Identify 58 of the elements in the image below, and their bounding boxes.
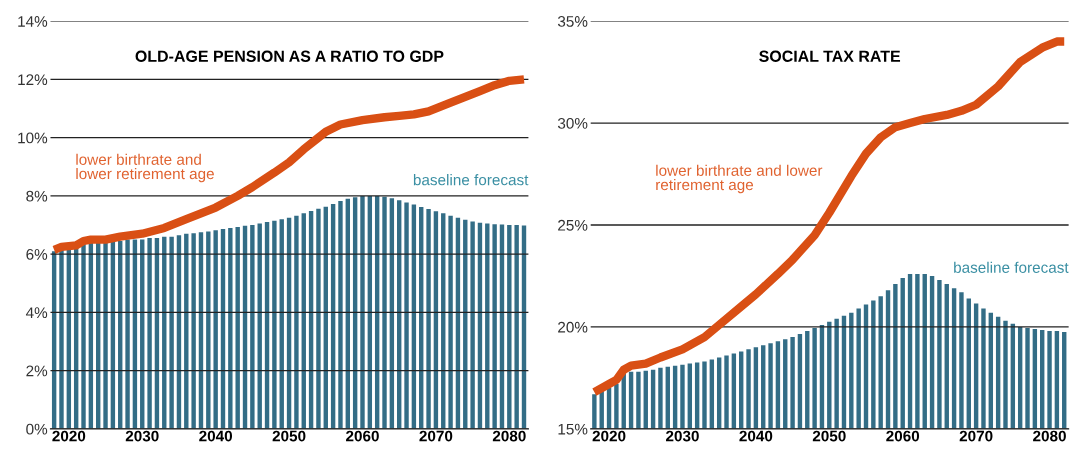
y-tick-label: 6% xyxy=(26,248,48,260)
x-tick-label: 2050 xyxy=(272,430,306,442)
bar xyxy=(338,201,343,429)
series-label: lower birthrate and lower retirement age xyxy=(76,153,214,183)
x-tick-label: 2030 xyxy=(125,430,159,442)
x-tick-label: 2070 xyxy=(419,430,453,442)
bar xyxy=(228,227,233,429)
y-tick-label: 15% xyxy=(558,423,588,435)
y-tick-label: 10% xyxy=(18,132,48,144)
bar xyxy=(470,221,475,429)
bar xyxy=(360,195,365,429)
bar xyxy=(59,249,64,429)
bar xyxy=(272,220,277,429)
bar xyxy=(213,230,218,429)
y-tick-label: 14% xyxy=(18,16,48,27)
bar xyxy=(492,224,497,429)
x-tick-label: 2070 xyxy=(959,430,993,442)
bar xyxy=(191,233,196,429)
y-tick-label: 30% xyxy=(557,117,588,129)
bar xyxy=(404,202,409,429)
x-tick-label: 2020 xyxy=(592,430,626,442)
x-tick-label: 2060 xyxy=(346,430,379,442)
bar xyxy=(448,215,453,429)
text: OLD-AGE PENSION AS A RATIO TO GDP xyxy=(135,50,444,62)
x-tick-label: 2060 xyxy=(886,430,920,442)
bar xyxy=(81,243,86,429)
bar xyxy=(294,215,299,429)
x-tick-label: 2030 xyxy=(666,430,699,442)
bar xyxy=(507,225,512,429)
bar xyxy=(382,196,387,429)
series-label: baseline forecast xyxy=(954,261,1069,273)
series-label: baseline forecast xyxy=(413,174,529,186)
x-tick-label: 2050 xyxy=(812,430,846,442)
bar xyxy=(316,208,321,429)
bar xyxy=(235,227,240,429)
bar xyxy=(426,208,431,429)
x-tick-label: 2080 xyxy=(492,430,526,442)
y-tick-label: 20% xyxy=(558,321,588,333)
bar xyxy=(250,225,255,429)
x-tick-label: 2080 xyxy=(1033,430,1066,442)
y-tick-label: 35% xyxy=(557,16,588,27)
bar xyxy=(125,239,130,429)
y-tick-label: 8% xyxy=(26,190,48,202)
y-tick-label: 0% xyxy=(26,423,48,435)
text: SOCIAL TAX RATE xyxy=(759,50,901,62)
y-tick-label: 4% xyxy=(25,307,48,318)
x-tick-label: 2020 xyxy=(52,430,86,442)
x-tick-label: 2040 xyxy=(199,430,233,442)
y-tick-label: 12% xyxy=(18,74,48,86)
bar xyxy=(206,231,211,429)
series-label: lower birthrate and lower retirement age xyxy=(656,164,823,194)
y-tick-label: 25% xyxy=(558,219,588,231)
x-tick-label: 2040 xyxy=(739,430,773,442)
bar xyxy=(147,238,152,429)
bar xyxy=(169,236,174,429)
y-tick-label: 2% xyxy=(26,365,48,377)
bar xyxy=(103,242,108,429)
bar xyxy=(514,225,519,429)
